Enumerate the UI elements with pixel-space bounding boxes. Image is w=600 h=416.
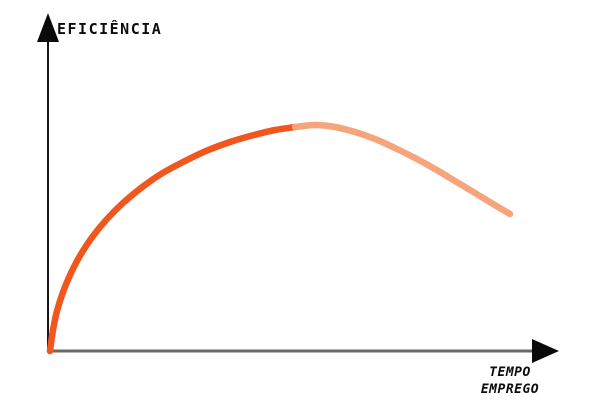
curve-rising-segment [46, 123, 299, 355]
x-axis-label: TEMPO EMPREGO [450, 364, 570, 398]
x-axis-label-line2: EMPREGO [480, 382, 540, 397]
x-axis-label-line1: TEMPO [489, 365, 531, 380]
x-axis-arrowhead-icon [532, 339, 559, 363]
y-axis-arrowhead-icon [37, 13, 59, 42]
y-axis-label: EFICIÊNCIA [57, 20, 163, 38]
curve-declining-segment [291, 121, 514, 218]
